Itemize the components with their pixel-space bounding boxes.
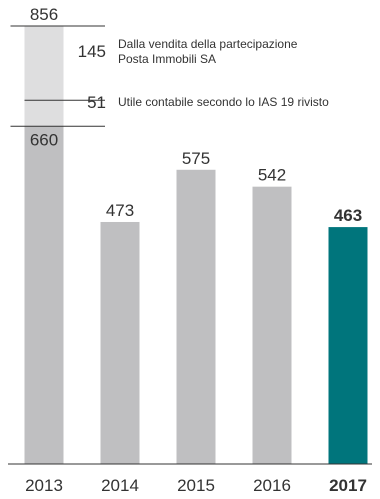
overlay-group: 660 145 Dalla vendita della partecipazione… bbox=[10, 25, 329, 149]
base-value-label: 660 bbox=[30, 130, 58, 149]
bar-2016 bbox=[252, 186, 292, 465]
x-tick-labels: 856 2013 473 2014 575 2015 542 2016 463 2017 bbox=[25, 5, 367, 495]
bar-2015 bbox=[176, 169, 216, 464]
x-tick-2014: 2014 bbox=[101, 476, 139, 495]
value-label-2016: 542 bbox=[258, 166, 286, 185]
component-label-145-line2: Posta Immobili SA bbox=[118, 52, 216, 66]
bar-2017 bbox=[328, 227, 368, 464]
component-label-51: Utile contabile secondo lo IAS 19 rivist… bbox=[118, 95, 329, 109]
bar-2014 bbox=[100, 221, 140, 464]
bars-group bbox=[24, 26, 368, 465]
x-tick-2013: 2013 bbox=[25, 476, 63, 495]
component-value-145: 145 bbox=[78, 42, 106, 61]
value-label-2015: 575 bbox=[182, 149, 210, 168]
x-tick-2016: 2016 bbox=[253, 476, 291, 495]
value-label-2014: 473 bbox=[106, 201, 134, 220]
value-label-2013: 856 bbox=[30, 5, 58, 24]
x-tick-2017: 2017 bbox=[329, 476, 367, 495]
value-label-2017: 463 bbox=[334, 206, 362, 225]
component-label-145-line1: Dalla vendita della partecipazione bbox=[118, 37, 298, 51]
bar-2013-base bbox=[24, 126, 64, 464]
component-value-51: 51 bbox=[87, 93, 106, 112]
bar-2013-extra bbox=[24, 26, 64, 127]
x-tick-2015: 2015 bbox=[177, 476, 215, 495]
